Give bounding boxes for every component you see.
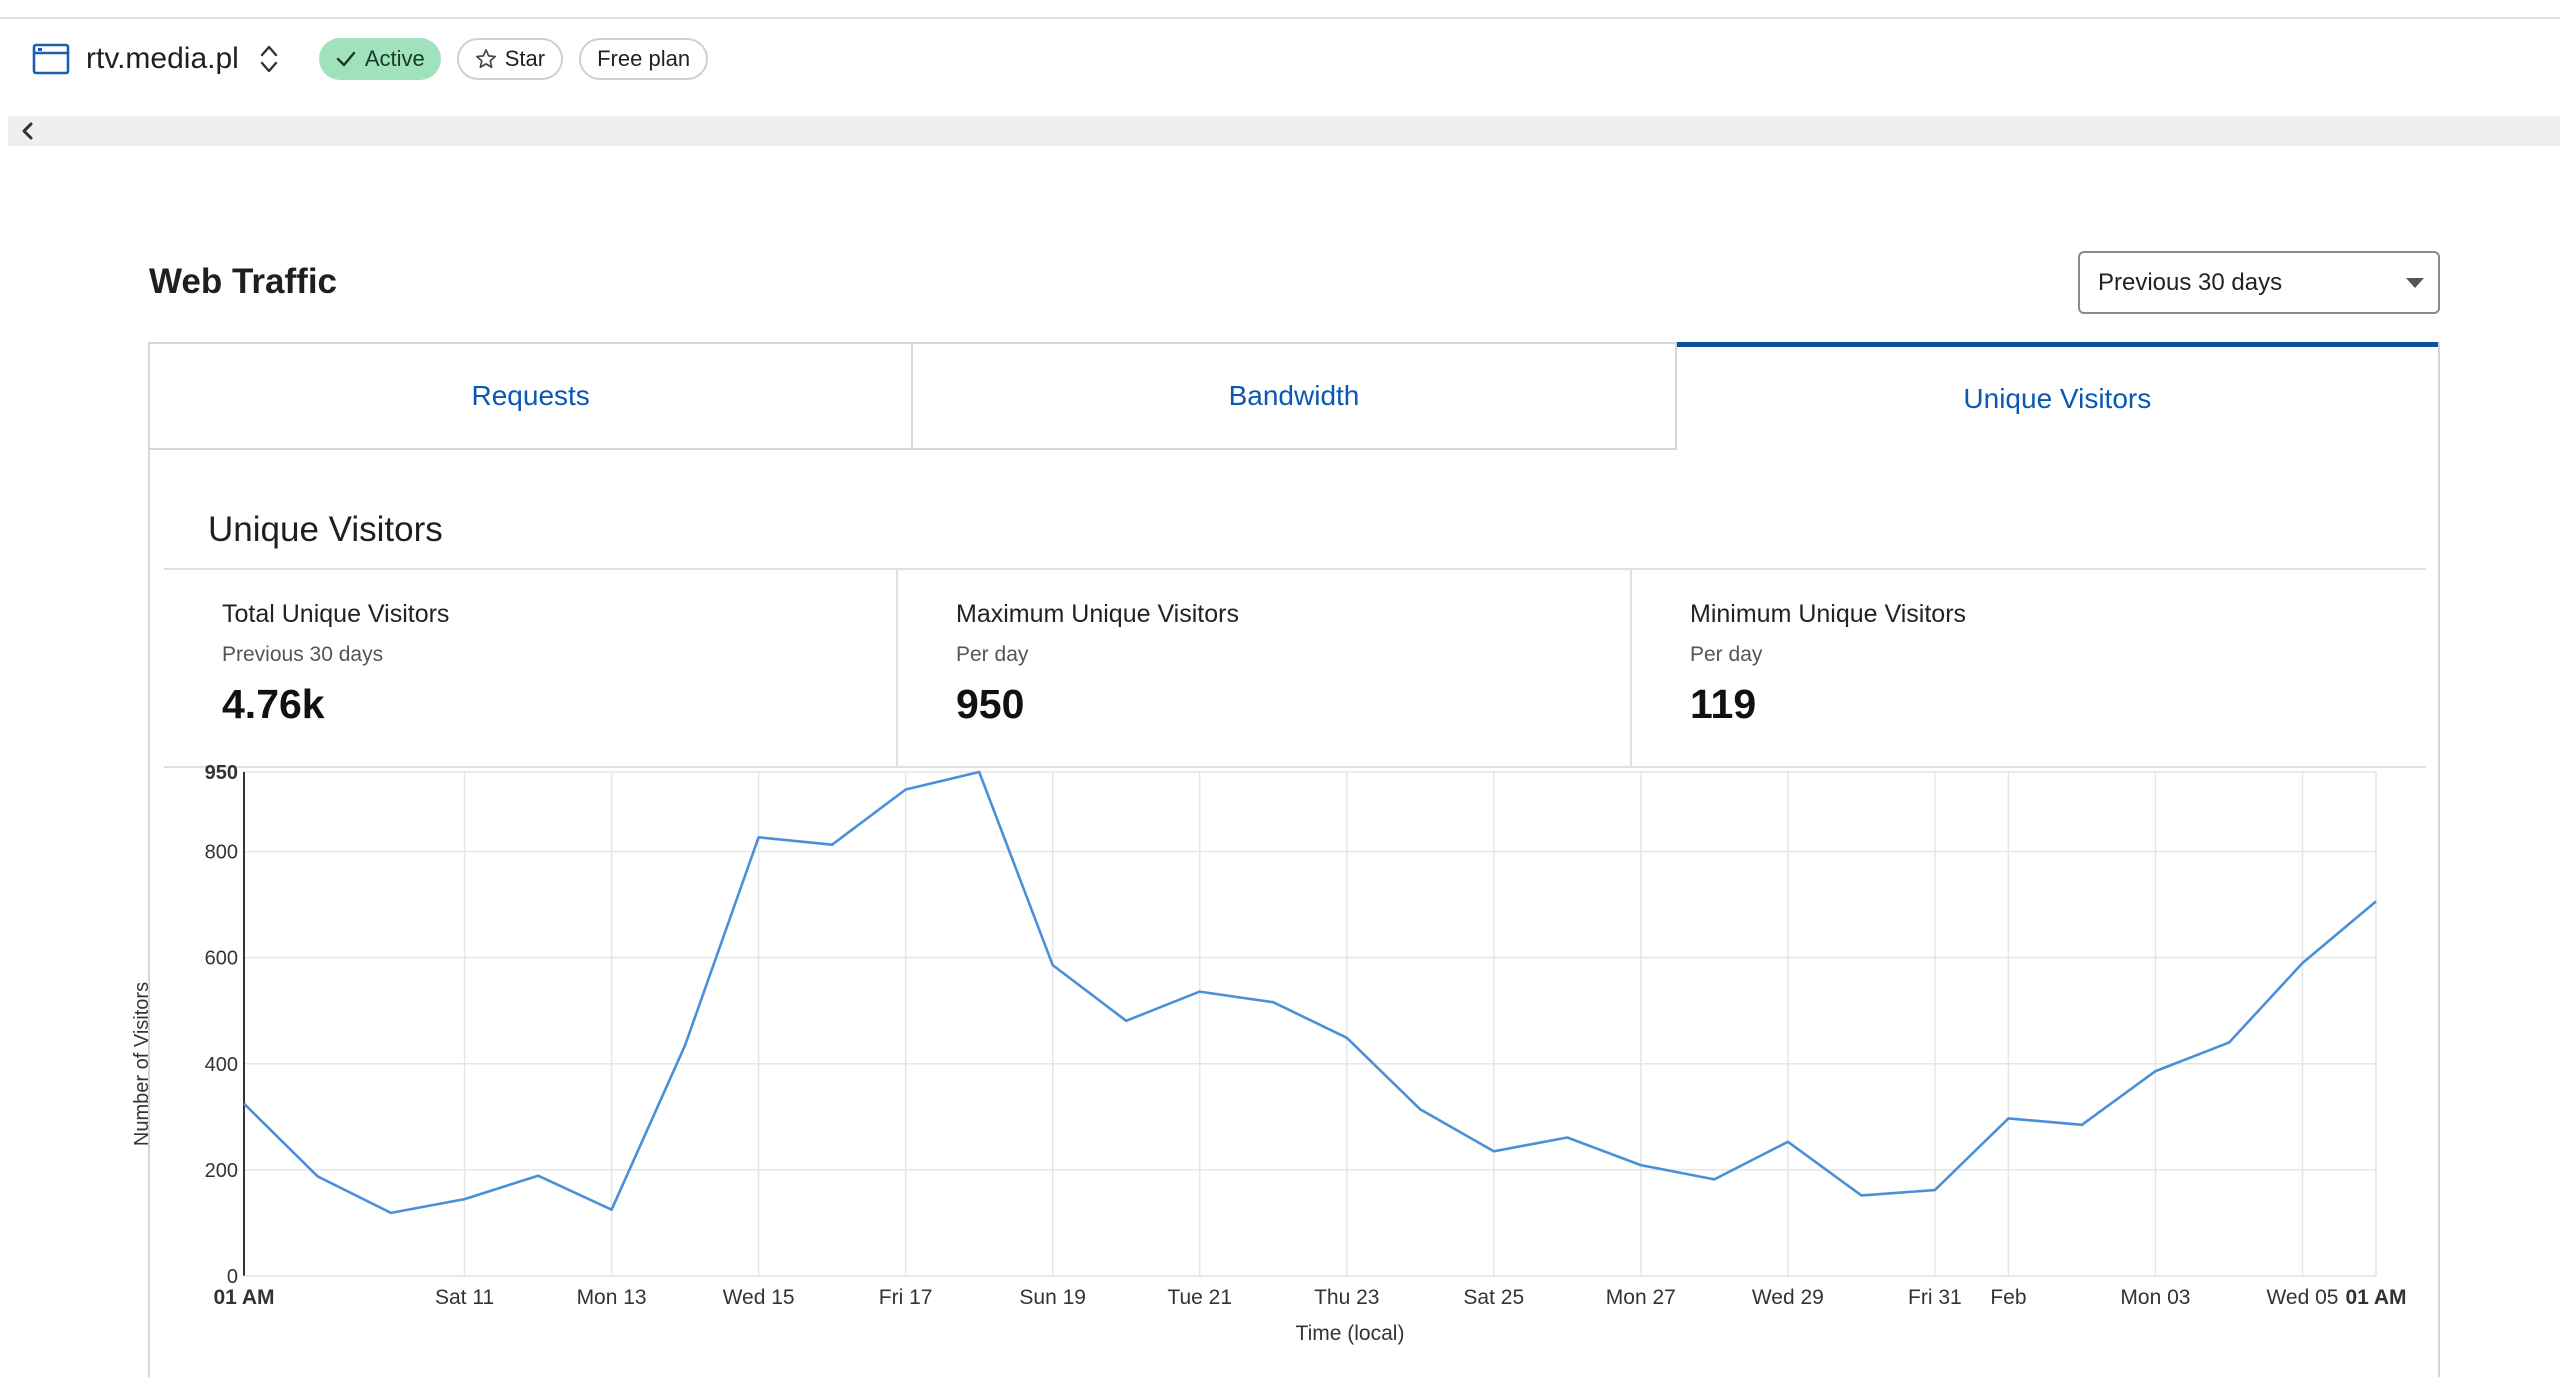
check-icon	[336, 51, 356, 67]
tab-bandwidth[interactable]: Bandwidth	[913, 344, 1677, 450]
chevron-updown-icon[interactable]	[255, 41, 283, 77]
stat-sub: Per day	[956, 643, 1029, 666]
x-tick-label: Sat 11	[435, 1286, 494, 1309]
x-tick-label: Mon 27	[1606, 1286, 1676, 1309]
browser-window-icon	[32, 43, 70, 75]
dropdown-caret-icon	[2406, 278, 2424, 288]
stat-value: 950	[956, 681, 1025, 727]
stat-label: Total Unique Visitors	[222, 600, 450, 628]
stat-total: Total Unique Visitors Previous 30 days 4…	[164, 570, 898, 766]
tab-unique-visitors[interactable]: Unique Visitors	[1676, 342, 2438, 450]
stat-value: 119	[1690, 681, 1757, 727]
stat-minimum: Minimum Unique Visitors Per day 119	[1632, 570, 2422, 766]
page-title: Web Traffic	[149, 262, 338, 301]
x-tick-label: Wed 29	[1752, 1286, 1824, 1309]
x-tick-label: Feb	[1990, 1286, 2026, 1309]
star-icon	[475, 49, 496, 69]
x-tick-label: 01 AM	[213, 1286, 274, 1309]
x-tick-label: Fri 17	[879, 1286, 933, 1309]
star-button[interactable]: Star	[456, 38, 564, 80]
x-tick-label: Sat 25	[1463, 1286, 1524, 1309]
stat-sub: Previous 30 days	[222, 643, 384, 666]
x-tick-label: Mon 13	[577, 1286, 647, 1309]
date-range-select[interactable]: Previous 30 days	[2078, 251, 2440, 314]
plan-badge: Free plan	[579, 38, 709, 80]
chart-container: 0 200 400 600 800 950 01 AM Sat 11 Mon 13 Wed 15 F…	[120, 754, 2440, 1377]
y-tick-label: 800	[205, 842, 238, 864]
stat-value: 4.76k	[222, 681, 325, 727]
y-tick-label: 200	[205, 1160, 238, 1182]
x-axis-title: Time (local)	[1296, 1322, 1405, 1345]
y-tick-label: 600	[205, 948, 238, 970]
x-tick-label: 01 AM	[2345, 1286, 2406, 1309]
x-tick-label: Fri 31	[1908, 1286, 1962, 1309]
y-tick-label: 950	[205, 762, 238, 784]
x-tick-label: Wed 05	[2266, 1286, 2338, 1309]
date-range-value: Previous 30 days	[2098, 268, 2283, 296]
unique-visitors-chart: 0 200 400 600 800 950 01 AM Sat 11 Mon 13 Wed 15 F…	[131, 762, 2407, 1345]
series-line	[243, 770, 2377, 1215]
site-name: rtv.media.pl	[86, 42, 239, 75]
status-badge-label: Active	[364, 46, 425, 71]
star-button-label: Star	[504, 46, 546, 71]
site-header: rtv.media.pl Active Star Free plan	[32, 34, 724, 84]
y-axis-title: Number of Visitors	[131, 982, 153, 1146]
x-tick-label: Wed 15	[723, 1286, 795, 1309]
panel-title: Unique Visitors	[208, 510, 443, 549]
y-tick-label: 400	[205, 1054, 238, 1076]
x-tick-label: Sun 19	[1019, 1286, 1086, 1309]
chevron-left-icon[interactable]	[16, 119, 40, 143]
y-tick-label: 0	[227, 1266, 238, 1288]
x-tick-label: Tue 21	[1167, 1286, 1232, 1309]
x-tick-label: Mon 03	[2120, 1286, 2190, 1309]
collapse-bar	[8, 116, 2560, 146]
traffic-tabs: Requests Bandwidth Unique Visitors	[150, 342, 2438, 450]
stats-row: Total Unique Visitors Previous 30 days 4…	[164, 568, 2426, 768]
stat-maximum: Maximum Unique Visitors Per day 950	[898, 570, 1632, 766]
traffic-card: Requests Bandwidth Unique Visitors Uniqu…	[148, 342, 2440, 1377]
x-tick-label: Thu 23	[1314, 1286, 1379, 1309]
stat-label: Maximum Unique Visitors	[956, 600, 1239, 628]
tab-requests[interactable]: Requests	[150, 344, 914, 450]
top-divider	[0, 17, 2560, 19]
stat-label: Minimum Unique Visitors	[1690, 600, 1967, 628]
status-badge: Active	[318, 38, 441, 80]
stat-sub: Per day	[1690, 643, 1763, 666]
